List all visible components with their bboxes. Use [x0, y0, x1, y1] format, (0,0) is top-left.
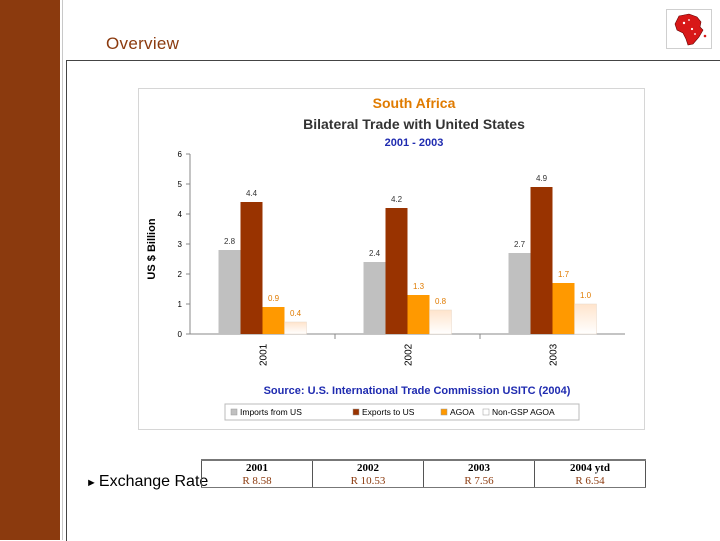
bar-non-gsp-agoa	[429, 309, 452, 335]
trade-bar-chart: South Africa Bilateral Trade with United…	[146, 95, 625, 421]
x-tick-label: 2002	[404, 343, 415, 366]
table-header-row: 2001 2002 2003 2004 ytd	[201, 459, 646, 474]
legend-swatch	[352, 408, 360, 416]
exchange-rate-bullet: ► Exchange Rate	[86, 473, 208, 491]
legend-swatch	[230, 408, 238, 416]
table-cell: R 6.54	[534, 474, 646, 488]
legend-swatch	[440, 408, 448, 416]
bar-agoa	[552, 283, 575, 334]
table-header-cell: 2001	[201, 459, 313, 474]
legend-label: Exports to US	[362, 407, 415, 417]
left-divider	[62, 0, 63, 540]
chart-subtitle: Bilateral Trade with United States	[303, 116, 525, 132]
table-header-cell: 2003	[423, 459, 535, 474]
chart-period: 2001 - 2003	[385, 137, 444, 149]
y-tick-label: 5	[178, 180, 183, 189]
data-label: 1.3	[413, 282, 425, 291]
y-tick-label: 6	[178, 150, 183, 159]
data-label: 2.8	[224, 237, 236, 246]
exchange-rate-table: 2001 2002 2003 2004 ytd R 8.58 R 10.53 R…	[201, 459, 646, 488]
table-header-cell: 2002	[312, 459, 424, 474]
bar-non-gsp-agoa	[574, 303, 597, 335]
bar-imports-from-us	[508, 253, 531, 334]
data-label: 1.7	[558, 270, 570, 279]
y-tick-label: 2	[178, 270, 183, 279]
bar-agoa	[407, 295, 430, 334]
legend-swatch	[482, 408, 490, 416]
y-tick-label: 3	[178, 240, 183, 249]
legend-box	[224, 403, 580, 421]
chart-title: South Africa	[373, 95, 456, 111]
data-label: 0.8	[435, 297, 447, 306]
legend-label: AGOA	[450, 407, 475, 417]
bullet-arrow-icon: ►	[86, 477, 97, 489]
table-row: R 8.58 R 10.53 R 7.56 R 6.54	[201, 474, 646, 488]
x-tick-label: 2001	[259, 343, 270, 366]
data-label: 4.2	[391, 195, 403, 204]
y-tick-label: 0	[178, 330, 183, 339]
legend-label: Non-GSP AGOA	[492, 407, 555, 417]
y-axis-label: US $ Billion	[146, 218, 158, 279]
data-label: 4.4	[246, 189, 258, 198]
table-cell: R 8.58	[201, 474, 313, 488]
africa-map-icon	[666, 9, 712, 49]
legend-label: Imports from US	[240, 407, 302, 417]
y-tick-label: 4	[178, 210, 183, 219]
table-cell: R 10.53	[312, 474, 424, 488]
chart-panel: South Africa Bilateral Trade with United…	[138, 88, 645, 430]
bar-exports-to-us	[240, 202, 263, 334]
chart-source: Source: U.S. International Trade Commiss…	[264, 385, 571, 397]
data-label: 4.9	[536, 174, 548, 183]
bar-exports-to-us	[385, 208, 408, 334]
data-label: 0.9	[268, 294, 280, 303]
bar-non-gsp-agoa	[284, 321, 307, 335]
bar-exports-to-us	[530, 187, 553, 334]
data-label: 2.7	[514, 240, 526, 249]
data-label: 2.4	[369, 249, 381, 258]
slide-title: Overview	[106, 34, 180, 53]
bar-imports-from-us	[218, 250, 241, 334]
content-frame	[66, 60, 720, 541]
y-tick-label: 1	[178, 300, 183, 309]
data-label: 1.0	[580, 291, 592, 300]
data-label: 0.4	[290, 309, 302, 318]
table-cell: R 7.56	[423, 474, 535, 488]
bar-imports-from-us	[363, 262, 386, 334]
left-brand-bar	[0, 0, 60, 540]
x-tick-label: 2003	[549, 343, 560, 366]
bar-agoa	[262, 307, 285, 334]
bullet-text: Exchange Rate	[98, 473, 209, 490]
table-header-cell: 2004 ytd	[534, 459, 646, 474]
